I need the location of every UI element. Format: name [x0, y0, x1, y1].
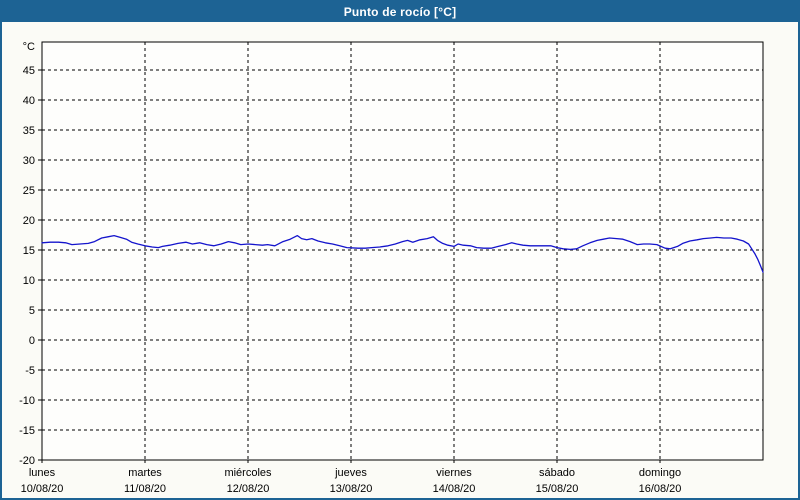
- data-line: [41, 234, 764, 273]
- y-axis-unit-label: °C: [23, 41, 35, 53]
- y-tick-label: -20: [19, 455, 35, 467]
- y-tick-label: 15: [23, 245, 35, 257]
- y-tick-label: 5: [29, 305, 35, 317]
- y-tick-label: 45: [23, 65, 35, 77]
- y-tick-label: -15: [19, 425, 35, 437]
- x-date-label: 14/08/20: [433, 483, 476, 495]
- x-day-label: viernes: [436, 467, 472, 479]
- x-date-label: 11/08/20: [124, 483, 166, 495]
- x-date-label: 16/08/20: [639, 483, 682, 495]
- x-day-label: sábado: [539, 467, 575, 479]
- y-tick-label: -10: [19, 395, 35, 407]
- y-tick-label: 40: [23, 95, 35, 107]
- x-day-label: jueves: [334, 467, 367, 479]
- x-day-label: lunes: [29, 467, 56, 479]
- x-day-label: martes: [128, 467, 162, 479]
- plot-area: [41, 41, 764, 461]
- y-tick-label: 35: [23, 125, 35, 137]
- x-date-label: 12/08/20: [227, 483, 270, 495]
- y-tick-label: 10: [23, 275, 35, 287]
- y-tick-label: -5: [25, 365, 35, 377]
- y-tick-label: 0: [29, 335, 35, 347]
- chart-title: Punto de rocío [°C]: [343, 5, 457, 19]
- x-day-label: domingo: [639, 467, 681, 479]
- x-date-label: 15/08/20: [536, 483, 579, 495]
- x-date-label: 13/08/20: [330, 483, 373, 495]
- chart-title-bar: Punto de rocío [°C]: [2, 2, 798, 22]
- y-tick-label: 30: [23, 155, 35, 167]
- x-day-label: miércoles: [224, 467, 272, 479]
- x-date-label: 10/08/20: [21, 483, 64, 495]
- y-tick-label: 20: [23, 215, 35, 227]
- chart-area: 45 40 35 30 25 20 15 10 5 0 -5 -10 -15 -20 °C lunes 10/0…: [2, 22, 798, 498]
- dewpoint-chart: 45 40 35 30 25 20 15 10 5 0 -5 -10 -15 -20 °C lunes 10/0…: [19, 41, 764, 495]
- y-tick-label: 25: [23, 185, 35, 197]
